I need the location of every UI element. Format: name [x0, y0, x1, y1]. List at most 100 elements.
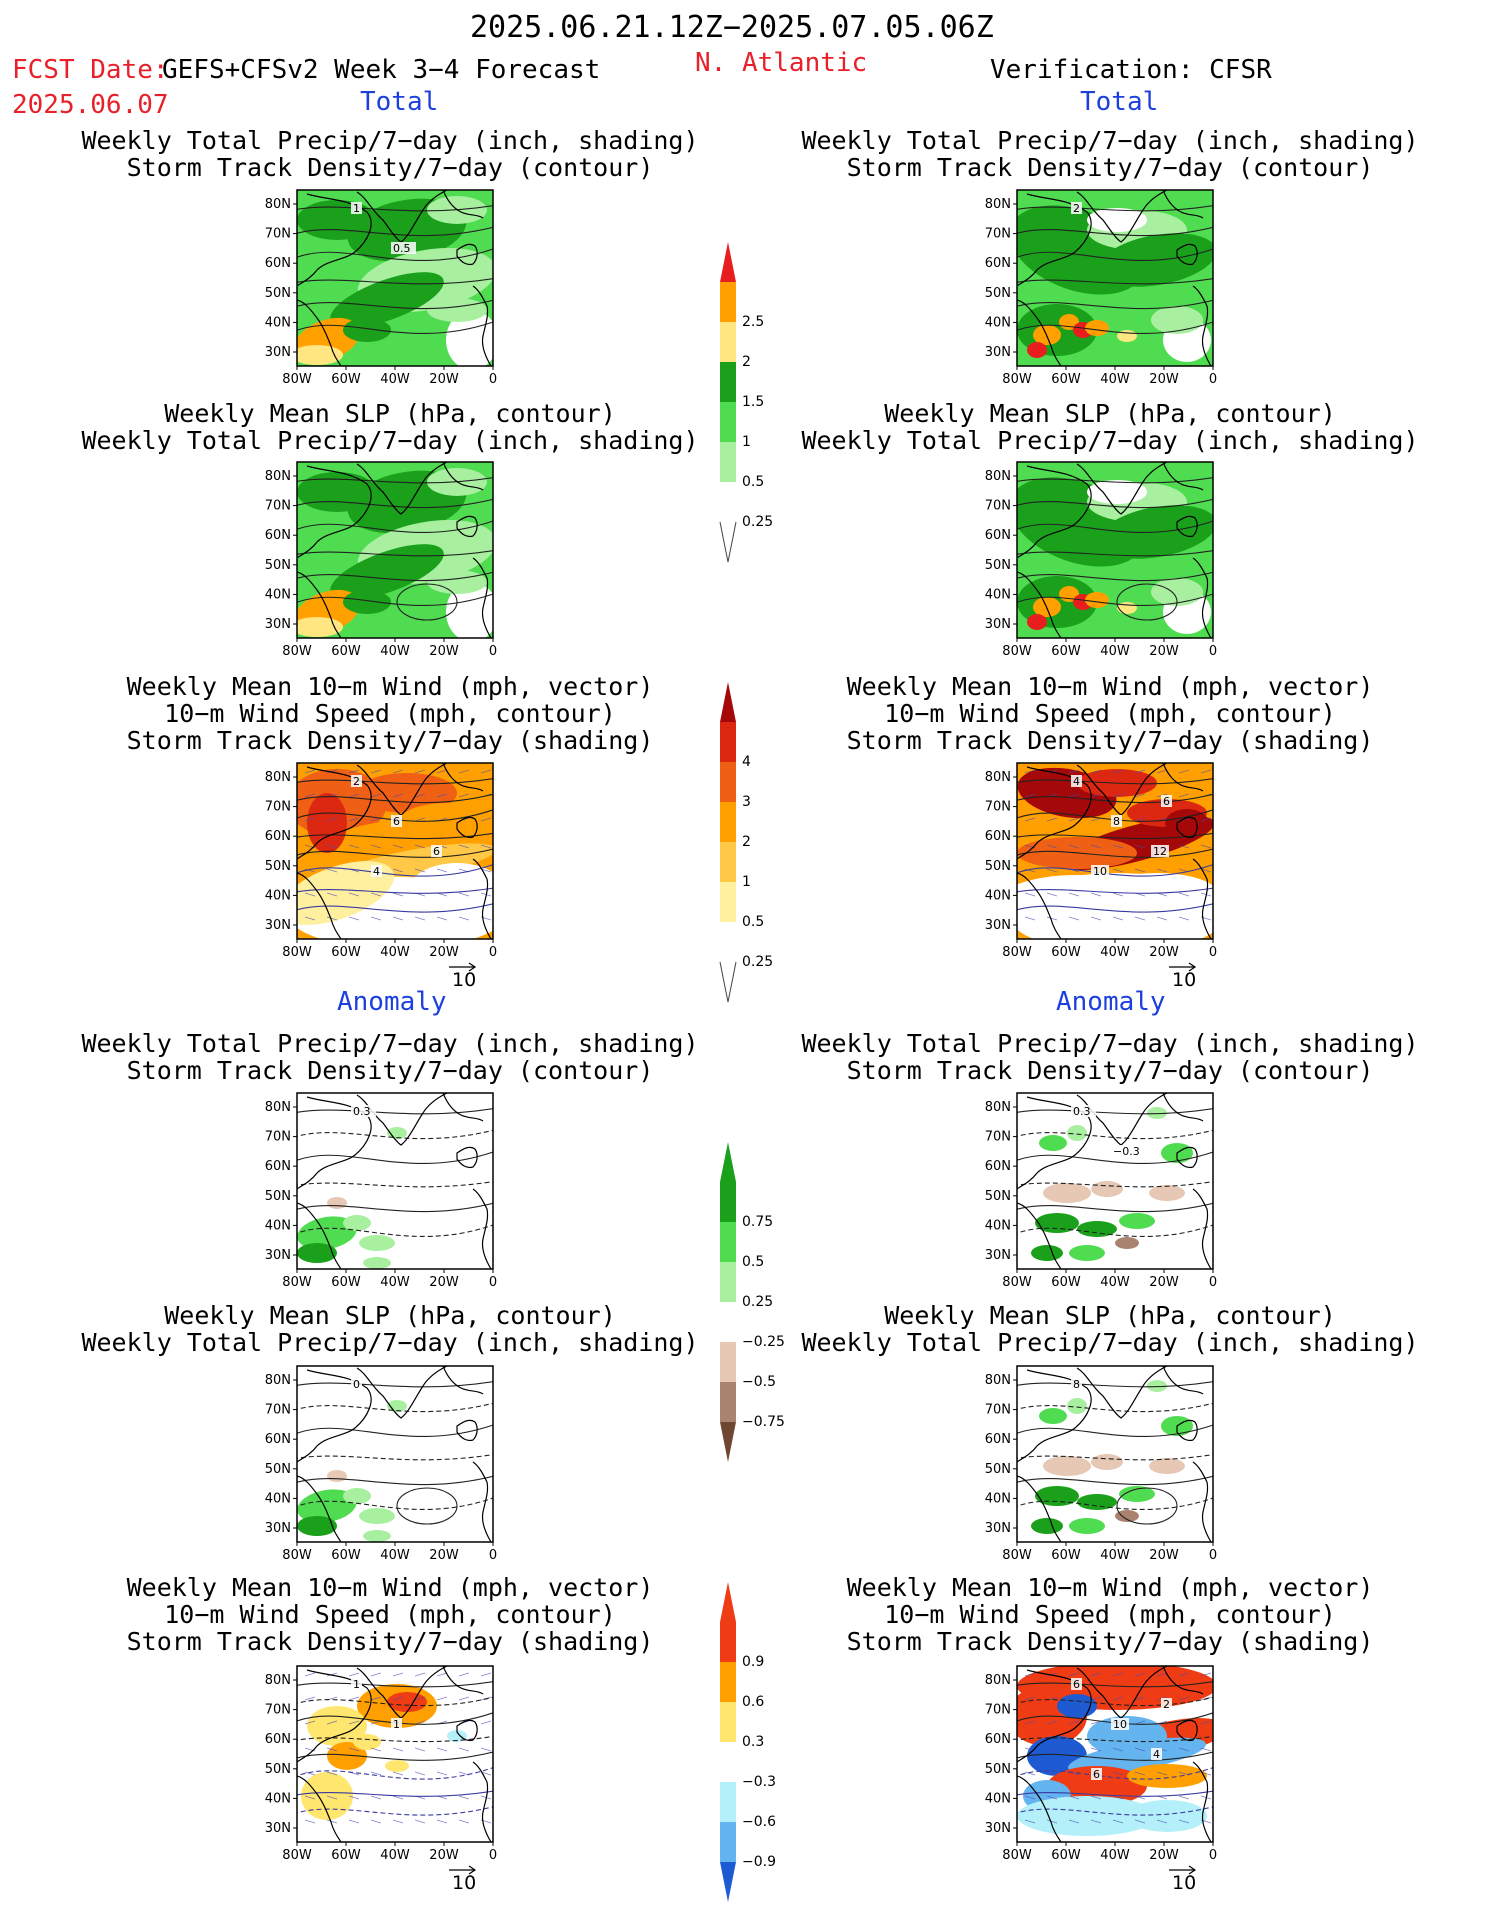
- wind-vector: [458, 1771, 470, 1776]
- wind-vector: [1178, 1819, 1190, 1824]
- contour-line: [1017, 205, 1213, 212]
- coastline: [456, 1719, 478, 1742]
- contour-line: [1017, 1454, 1213, 1461]
- shading-region: [1085, 592, 1109, 608]
- colorbar-label: 0.25: [742, 1294, 773, 1310]
- wind-vector: [414, 793, 426, 798]
- wind-vector: [1200, 868, 1212, 873]
- wind-vector: [370, 769, 382, 774]
- coastline: [1192, 1761, 1212, 1842]
- wind-vector: [1134, 1720, 1146, 1725]
- wind-vector: [392, 1771, 404, 1776]
- lat-tick-label: 80N: [265, 1100, 291, 1115]
- coastline: [1162, 763, 1204, 792]
- contour-line: [1017, 1424, 1213, 1437]
- region-label: N. Atlantic: [695, 48, 868, 78]
- title-ver-wind-anom: Weekly Mean 10−m Wind (mph, vector) 10−m …: [846, 1573, 1374, 1656]
- lat-tick-label: 40N: [265, 1491, 291, 1506]
- contour-line: [297, 321, 493, 334]
- coastline: [1017, 1475, 1062, 1542]
- pressure-center-contour: [396, 583, 458, 621]
- wind-vector: [1068, 1795, 1080, 1800]
- contour-label: 2: [353, 775, 360, 788]
- shading-region: [1031, 1518, 1063, 1534]
- wind-vector: [348, 844, 360, 849]
- wind-vector: [370, 1696, 382, 1701]
- map-panel-fc-wind-anom: 1 1 80N 70N 60N 50N 40N 30N 80W 60W 40W 20W 0 10: [265, 1665, 497, 1894]
- wind-vector: [1068, 1672, 1080, 1677]
- contour-label: 1: [393, 1718, 400, 1731]
- lon-tick-label: 0: [1209, 1848, 1217, 1863]
- shading-field: [297, 1400, 407, 1542]
- coastline: [442, 763, 484, 792]
- shading-field: [1017, 205, 1213, 362]
- vector-reference-label: 10: [1172, 1872, 1196, 1894]
- contour-line: [297, 1224, 493, 1237]
- coastline: [1162, 462, 1204, 491]
- wind-vector: [1178, 1795, 1190, 1800]
- wind-vector: [480, 1672, 492, 1677]
- contour-line: [1017, 520, 1213, 533]
- title-fc-precip: Weekly Total Precip/7−day (inch, shading…: [81, 126, 699, 182]
- colorbar-label: 0.9: [742, 1654, 764, 1670]
- map-panel-fc-wind: 2 6 6 4 80N 70N 60N 50N 40N 30N 80W 60W 40W 20W 0 10: [265, 762, 497, 991]
- coastline: [1017, 1202, 1062, 1269]
- wind-vector: [1156, 916, 1168, 921]
- wind-vector: [480, 817, 492, 822]
- wind-vector: [304, 817, 316, 822]
- lat-tick-label: 50N: [985, 859, 1011, 874]
- lon-tick-label: 40W: [380, 945, 410, 960]
- colorbar-segment: [720, 362, 736, 402]
- colorbar-label: 0.25: [742, 514, 773, 530]
- shading-region: [1087, 208, 1147, 232]
- wind-vector: [436, 769, 448, 774]
- coastline: [1176, 1146, 1198, 1169]
- wind-vector: [1090, 1672, 1102, 1677]
- forecast-product: GEFS+CFSv2 Week 3−4 Forecast: [162, 55, 601, 85]
- shading-region: [385, 1760, 409, 1772]
- coastline: [1017, 299, 1062, 366]
- title-ver-slp: Weekly Mean SLP (hPa, contour) Weekly Tot…: [801, 399, 1419, 455]
- wind-vector: [1068, 1747, 1080, 1752]
- lat-tick-label: 70N: [985, 227, 1011, 242]
- vector-reference: 10: [449, 962, 476, 991]
- lat-tick-label: 40N: [985, 1218, 1011, 1233]
- wind-vector: [1068, 916, 1080, 921]
- wind-vector: [326, 817, 338, 822]
- lon-tick-label: 40W: [1100, 1548, 1130, 1563]
- lon-tick-label: 40W: [380, 1275, 410, 1290]
- colorbar-label: 3: [742, 794, 751, 810]
- lon-tick-label: 60W: [1051, 1548, 1081, 1563]
- title-ver-slp-anom: Weekly Mean SLP (hPa, contour) Weekly Tot…: [801, 1301, 1419, 1357]
- coastline: [442, 1366, 484, 1395]
- lon-tick-label: 40W: [380, 644, 410, 659]
- lon-tick-label: 0: [489, 1275, 497, 1290]
- lon-tick-label: 20W: [429, 945, 459, 960]
- colorbar-precip-total: 2.5 2 1.5 1 0.5 0.25: [719, 242, 773, 563]
- wind-vector: [1024, 1795, 1036, 1800]
- coastline: [1176, 816, 1198, 839]
- contour-line: [297, 1790, 493, 1797]
- lat-tick-label: 30N: [265, 1248, 291, 1263]
- lon-tick-label: 80W: [1002, 372, 1032, 387]
- anomaly-label-left: Anomaly: [337, 987, 447, 1017]
- lat-tick-label: 60N: [265, 528, 291, 543]
- wind-vector: [392, 1795, 404, 1800]
- wind-vector: [1200, 1672, 1212, 1677]
- lat-tick-label: 50N: [985, 286, 1011, 301]
- wind-vector: [1068, 1720, 1080, 1725]
- coastline: [297, 465, 372, 559]
- contour-line: [297, 477, 493, 484]
- wind-vector: [1200, 1720, 1212, 1725]
- lat-tick-label: 60N: [265, 256, 291, 271]
- coastline: [297, 1775, 342, 1842]
- lat-tick-label: 80N: [985, 770, 1011, 785]
- shading-region: [1151, 306, 1203, 334]
- colorbar-label: 0.3: [742, 1734, 764, 1750]
- shading-region: [1085, 320, 1109, 336]
- coastline: [1017, 193, 1092, 287]
- lon-tick-label: 80W: [282, 945, 312, 960]
- shading-region: [446, 310, 493, 366]
- contour-line: [297, 1424, 493, 1437]
- wind-vector: [1178, 892, 1190, 897]
